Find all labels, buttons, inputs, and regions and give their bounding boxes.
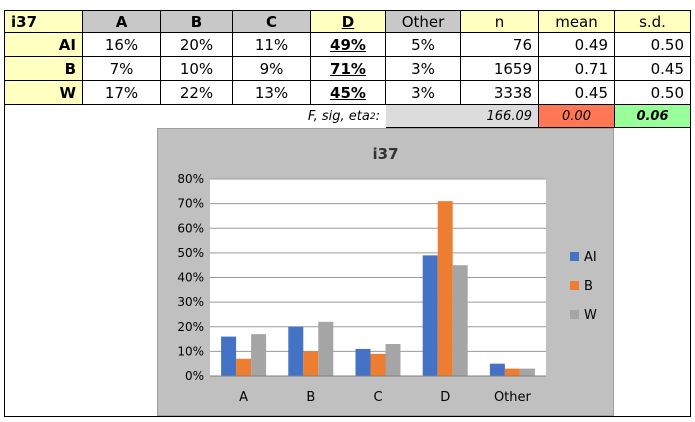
cell-ai-c[interactable]: 11% (233, 33, 311, 57)
header-mean[interactable]: mean (539, 11, 615, 33)
stats-label-suffix: : (375, 109, 380, 124)
row-label-ai[interactable]: AI (5, 33, 83, 57)
sheet-border-left (4, 105, 5, 417)
chart-title: i37 (372, 145, 399, 163)
x-tick-label: Other (494, 390, 532, 405)
header-c[interactable]: C (233, 11, 311, 33)
bar-ai-d (422, 255, 438, 376)
x-tick-label: A (239, 390, 248, 405)
cell-ai-other[interactable]: 5% (386, 33, 461, 57)
y-tick-label: 50% (177, 246, 204, 260)
y-tick-label: 60% (177, 221, 204, 235)
bar-ai-c (355, 348, 371, 376)
y-tick-label: 40% (177, 271, 204, 285)
cell-b-a[interactable]: 7% (83, 57, 161, 81)
cell-ai-mean[interactable]: 0.49 (539, 33, 615, 57)
bar-b-other (504, 368, 520, 376)
cell-w-other[interactable]: 3% (386, 81, 461, 105)
sheet-border-bottom (4, 416, 691, 417)
cell-ai-n[interactable]: 76 (461, 33, 539, 57)
cell-w-sd[interactable]: 0.50 (615, 81, 691, 105)
sheet-border-right (690, 105, 691, 417)
cell-w-n[interactable]: 3338 (461, 81, 539, 105)
legend-label-w: W (584, 308, 597, 323)
cell-b-c[interactable]: 9% (233, 57, 311, 81)
y-tick-label: 20% (177, 320, 204, 334)
bar-b-a (236, 358, 252, 376)
header-d[interactable]: D (311, 11, 386, 33)
cell-w-c[interactable]: 13% (233, 81, 311, 105)
bar-ai-b (288, 326, 304, 376)
legend-label-b: B (584, 279, 593, 294)
cell-b-d[interactable]: 71% (311, 57, 386, 81)
cell-b-n[interactable]: 1659 (461, 57, 539, 81)
cell-ai-d[interactable]: 49% (311, 33, 386, 57)
bar-w-c (385, 343, 401, 376)
sig-value-cell[interactable]: 0.00 (539, 105, 615, 128)
cell-ai-b[interactable]: 20% (161, 33, 233, 57)
bar-w-other (519, 368, 535, 376)
table-border-top (4, 10, 691, 11)
row-label-b[interactable]: B (5, 57, 83, 81)
header-a[interactable]: A (83, 11, 161, 33)
cell-w-b[interactable]: 22% (161, 81, 233, 105)
legend-swatch-ai (570, 252, 579, 261)
y-tick-label: 10% (177, 344, 204, 358)
y-tick-label: 70% (177, 197, 204, 211)
stats-label-superscript: 2 (369, 111, 376, 122)
table-title-cell[interactable]: i37 (5, 11, 83, 33)
header-sd[interactable]: s.d. (615, 11, 691, 33)
x-tick-label: C (373, 390, 382, 405)
bar-w-b (318, 321, 334, 376)
legend-swatch-b (570, 281, 579, 290)
eta-value-cell[interactable]: 0.06 (615, 105, 691, 128)
bar-w-a (251, 334, 267, 376)
cell-b-other[interactable]: 3% (386, 57, 461, 81)
bar-b-b (303, 351, 319, 376)
stats-label: F, sig, eta (307, 109, 370, 124)
y-tick-label: 0% (185, 369, 204, 383)
bar-b-d (437, 201, 453, 376)
stats-label-cell: F, sig, eta 2: (233, 105, 386, 128)
bar-ai-other (489, 363, 505, 376)
f-value-cell[interactable]: 166.09 (386, 105, 539, 128)
bar-w-d (452, 265, 468, 376)
bar-ai-a (221, 336, 237, 376)
cell-ai-sd[interactable]: 0.50 (615, 33, 691, 57)
legend-swatch-w (570, 310, 579, 319)
bar-b-c (370, 353, 386, 376)
cell-b-mean[interactable]: 0.71 (539, 57, 615, 81)
cell-w-a[interactable]: 17% (83, 81, 161, 105)
cell-w-mean[interactable]: 0.45 (539, 81, 615, 105)
row-label-w[interactable]: W (5, 81, 83, 105)
cell-w-d[interactable]: 45% (311, 81, 386, 105)
header-b[interactable]: B (161, 11, 233, 33)
cell-ai-a[interactable]: 16% (83, 33, 161, 57)
legend-label-ai: AI (584, 250, 597, 265)
cell-b-b[interactable]: 10% (161, 57, 233, 81)
x-tick-label: B (306, 390, 315, 405)
header-other[interactable]: Other (386, 11, 461, 33)
y-tick-label: 30% (177, 295, 204, 309)
y-tick-label: 80% (177, 172, 204, 186)
table-border-left (4, 10, 5, 105)
header-n[interactable]: n (461, 11, 539, 33)
x-tick-label: D (440, 390, 450, 405)
cell-b-sd[interactable]: 0.45 (615, 57, 691, 81)
chart-panel[interactable]: i37 0% 10% 20% 30% 40% 50% 60% 70% 80% A B C D Other A… (157, 128, 614, 416)
